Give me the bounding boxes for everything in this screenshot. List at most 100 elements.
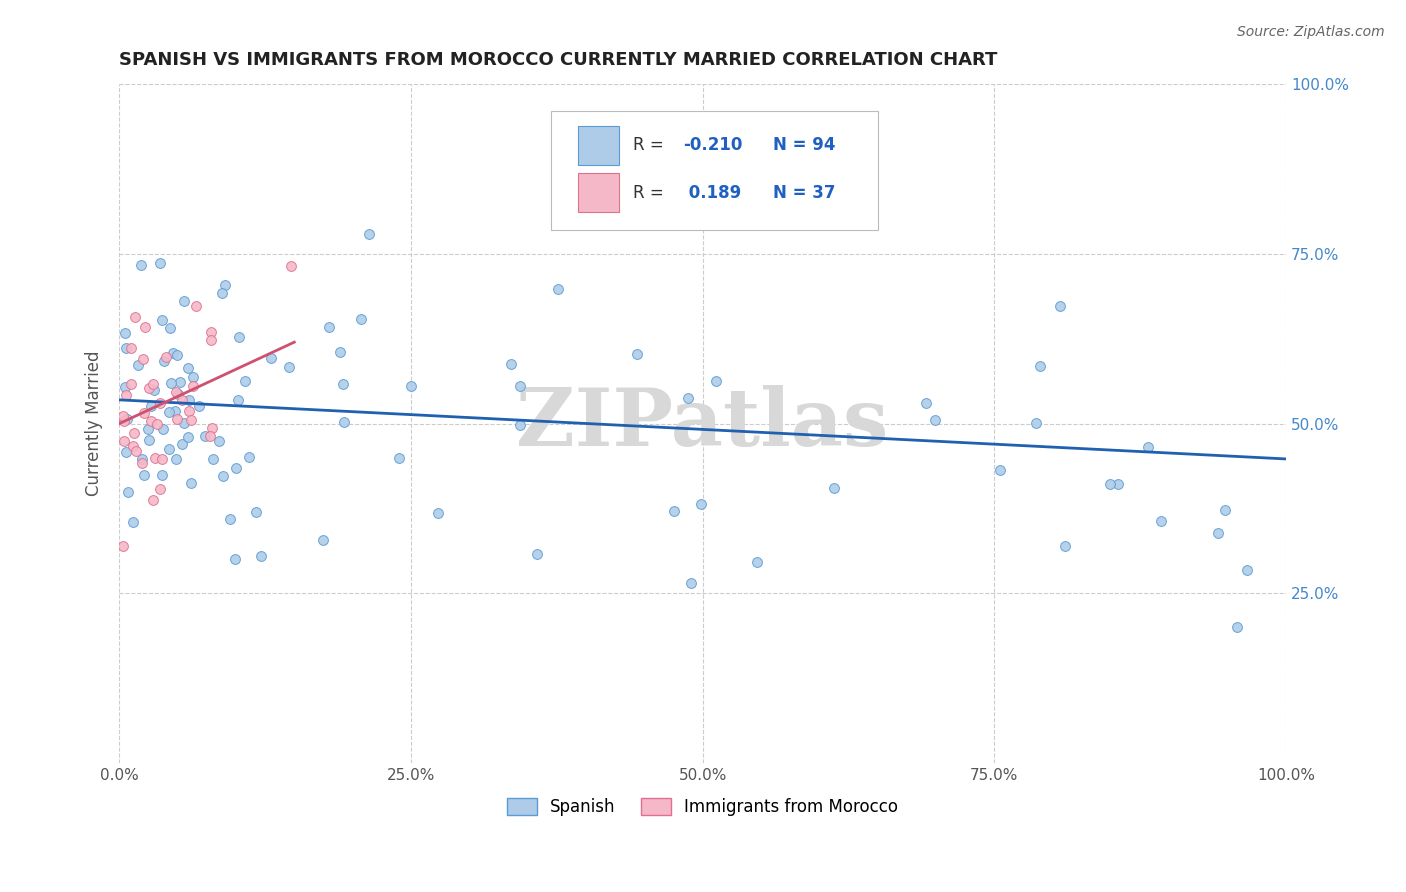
Point xyxy=(143,450,166,465)
Point xyxy=(117,484,139,499)
Point xyxy=(112,413,135,427)
Point xyxy=(200,325,222,339)
Point xyxy=(988,463,1011,477)
Point xyxy=(1107,476,1129,491)
Point xyxy=(399,379,422,393)
Point xyxy=(200,421,222,435)
Point xyxy=(509,418,531,433)
Point xyxy=(121,376,143,391)
Point xyxy=(173,294,195,309)
Point xyxy=(180,413,202,427)
Point xyxy=(132,351,155,366)
Point xyxy=(114,388,136,402)
Point xyxy=(1213,502,1236,516)
Point xyxy=(112,434,135,449)
Point xyxy=(138,422,160,436)
Point xyxy=(177,430,200,444)
Point xyxy=(141,492,163,507)
Point xyxy=(150,312,173,326)
Point xyxy=(157,442,180,456)
Point xyxy=(153,354,176,368)
Point xyxy=(127,358,149,372)
Point xyxy=(679,575,702,590)
Text: R =: R = xyxy=(633,136,669,154)
Point xyxy=(173,416,195,430)
Point xyxy=(547,282,569,296)
Point xyxy=(115,445,138,459)
Point xyxy=(224,552,246,566)
Point xyxy=(427,506,450,520)
Point xyxy=(690,497,713,511)
Point xyxy=(124,310,146,325)
Point xyxy=(509,379,531,393)
Point xyxy=(138,381,160,395)
Point xyxy=(664,504,686,518)
Point xyxy=(115,412,138,426)
Y-axis label: Currently Married: Currently Married xyxy=(86,351,103,496)
Point xyxy=(626,346,648,360)
Point xyxy=(211,468,233,483)
Point xyxy=(329,345,352,359)
Text: ZIPatlas: ZIPatlas xyxy=(516,384,889,463)
Point xyxy=(226,392,249,407)
Point xyxy=(131,456,153,470)
Text: R =: R = xyxy=(633,184,669,202)
Point xyxy=(350,312,373,326)
Point xyxy=(152,422,174,436)
Point xyxy=(526,548,548,562)
Point xyxy=(172,392,194,407)
Point xyxy=(177,360,200,375)
Point xyxy=(166,411,188,425)
Point xyxy=(139,399,162,413)
Point xyxy=(181,379,204,393)
Bar xyxy=(578,126,619,165)
Point xyxy=(160,376,183,391)
Point xyxy=(1208,526,1230,541)
Point xyxy=(202,452,225,467)
Point xyxy=(238,450,260,465)
Point xyxy=(157,405,180,419)
Bar xyxy=(578,173,619,212)
Text: 0.189: 0.189 xyxy=(683,184,741,202)
Point xyxy=(143,384,166,398)
Point xyxy=(823,481,845,495)
Point xyxy=(166,384,188,399)
Point xyxy=(114,379,136,393)
Point xyxy=(1053,539,1076,553)
Point xyxy=(149,256,172,270)
Point xyxy=(145,417,167,431)
Point xyxy=(260,351,283,365)
Point xyxy=(676,391,699,405)
Point xyxy=(149,482,172,496)
Point xyxy=(114,326,136,340)
Point xyxy=(169,376,191,390)
Point xyxy=(120,341,142,355)
Point xyxy=(1150,514,1173,528)
Point xyxy=(200,429,222,443)
Point xyxy=(1226,620,1249,634)
Legend: Spanish, Immigrants from Morocco: Spanish, Immigrants from Morocco xyxy=(501,791,905,822)
Point xyxy=(124,425,146,440)
Point xyxy=(318,319,340,334)
Point xyxy=(180,475,202,490)
Point xyxy=(499,357,522,371)
Point xyxy=(208,434,231,448)
Point xyxy=(1025,416,1047,430)
FancyBboxPatch shape xyxy=(551,112,877,230)
Point xyxy=(184,300,207,314)
Point xyxy=(200,333,222,347)
Point xyxy=(114,342,136,356)
Point xyxy=(211,285,233,300)
Point xyxy=(278,359,301,374)
Text: N = 37: N = 37 xyxy=(773,184,835,202)
Point xyxy=(138,433,160,447)
Point xyxy=(129,258,152,272)
Point xyxy=(1029,359,1052,374)
Point xyxy=(332,416,354,430)
Point xyxy=(245,505,267,519)
Point xyxy=(121,515,143,529)
Point xyxy=(1236,563,1258,577)
Text: N = 94: N = 94 xyxy=(773,136,835,154)
Point xyxy=(312,533,335,548)
Point xyxy=(165,452,187,467)
